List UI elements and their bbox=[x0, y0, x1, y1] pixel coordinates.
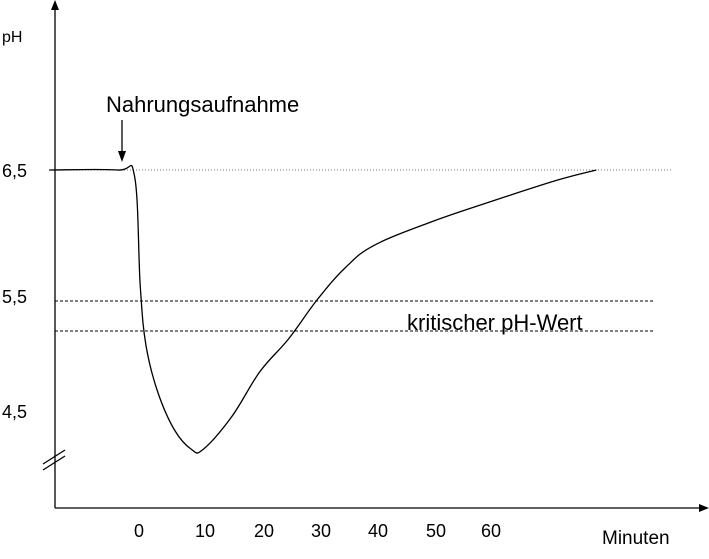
meal-arrow-head bbox=[118, 151, 126, 162]
axis-break-icon bbox=[42, 449, 66, 471]
y-axis-label: pH bbox=[2, 29, 22, 46]
meal-annotation: Nahrungsaufnahme bbox=[106, 92, 299, 117]
x-tick-label: 30 bbox=[311, 521, 331, 541]
y-axis-arrow bbox=[51, 0, 59, 10]
x-axis-arrow bbox=[699, 504, 709, 512]
x-tick-label: 50 bbox=[426, 521, 446, 541]
y-tick-label: 4,5 bbox=[2, 402, 27, 422]
critical-ph-annotation: kritischer pH-Wert bbox=[407, 310, 583, 335]
x-tick-label: 10 bbox=[195, 521, 215, 541]
x-tick-label: 40 bbox=[368, 521, 388, 541]
x-axis-label: Minuten bbox=[602, 528, 670, 549]
y-tick-label: 6,5 bbox=[2, 161, 27, 181]
x-tick-label: 0 bbox=[134, 521, 144, 541]
y-tick-label: 5,5 bbox=[2, 287, 27, 307]
x-tick-label: 60 bbox=[481, 521, 501, 541]
series-line bbox=[49, 164, 597, 454]
x-tick-label: 20 bbox=[254, 521, 274, 541]
